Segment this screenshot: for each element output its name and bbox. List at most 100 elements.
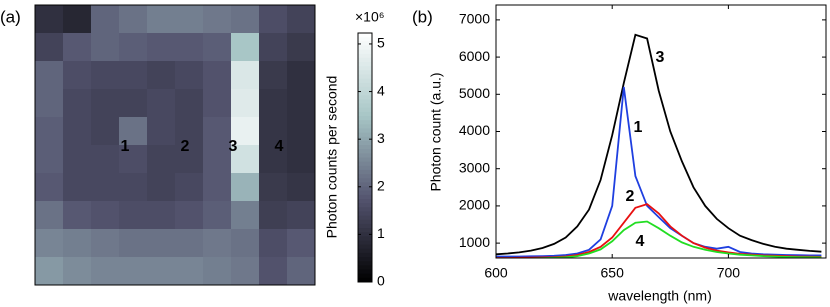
colorbar-segment [358, 140, 372, 146]
heat-cell [203, 257, 232, 286]
heat-cell [63, 61, 92, 90]
heat-cell [147, 229, 176, 258]
colorbar-segment [358, 116, 372, 121]
colorbar-segment [358, 91, 372, 96]
y-tick-label: 1000 [459, 234, 490, 250]
colorbar-segment [358, 194, 372, 200]
colorbar-segment [358, 207, 372, 212]
heat-cell [203, 117, 232, 146]
colorbar-segment [358, 70, 372, 75]
heat-cell [63, 201, 92, 230]
heat-cell [119, 145, 148, 174]
heat-cell [231, 173, 260, 202]
colorbar-tick-label: 3 [377, 130, 385, 146]
heat-cell [119, 229, 148, 258]
colorbar-segment [358, 257, 372, 262]
heat-cell [259, 229, 288, 258]
colorbar-segment [358, 236, 372, 241]
y-tick-label: 6000 [459, 48, 490, 64]
heat-cell [259, 5, 288, 34]
colorbar-segment [358, 103, 372, 109]
heat-cell [147, 173, 176, 202]
heat-cell [147, 257, 176, 286]
spectrum-line [496, 33, 822, 256]
heat-cell [119, 33, 148, 62]
heat-cell [63, 145, 92, 174]
heat-cell [175, 201, 204, 230]
heat-cell [203, 229, 232, 258]
colorbar-segment [358, 99, 372, 105]
heat-cell [231, 5, 260, 34]
point-label: 4 [275, 138, 284, 155]
heat-cell [259, 257, 288, 286]
heat-cell [259, 173, 288, 202]
heat-cell [175, 117, 204, 146]
colorbar-segment [358, 124, 372, 129]
colorbar-segment [358, 62, 372, 67]
heat-cell [35, 257, 64, 286]
heat-cell [259, 89, 288, 118]
heat-cell [119, 201, 148, 230]
heat-cell [35, 173, 64, 202]
colorbar-segment [358, 145, 372, 150]
point-label: 1 [121, 138, 130, 155]
heat-cell [63, 33, 92, 62]
colorbar-segment [358, 178, 372, 183]
y-tick-label: 7000 [459, 11, 490, 27]
heat-cell [147, 33, 176, 62]
heat-cell [175, 5, 204, 34]
colorbar-segment [358, 53, 372, 59]
colorbar-segment [358, 190, 372, 196]
heat-cell [175, 229, 204, 258]
heat-cell [287, 33, 316, 62]
colorbar-segment [358, 240, 372, 246]
heat-cell [91, 145, 120, 174]
x-tick-label: 600 [484, 265, 508, 281]
heat-cell [63, 117, 92, 146]
colorbar-segment [358, 215, 372, 221]
heat-cell [147, 5, 176, 34]
x-tick-label: 700 [717, 265, 741, 281]
spectrum-line [496, 86, 822, 258]
x-tick-label: 650 [601, 265, 625, 281]
heat-cell [287, 173, 316, 202]
heat-cell [175, 257, 204, 286]
colorbar-segment [358, 157, 372, 163]
series-label: 2 [626, 188, 635, 205]
heat-cell [231, 61, 260, 90]
heat-cell [63, 5, 92, 34]
colorbar-segment [358, 223, 372, 229]
series-label: 3 [656, 49, 665, 66]
colorbar-segment [358, 199, 372, 204]
heat-cell [287, 201, 316, 230]
colorbar-segment [358, 153, 372, 158]
heat-cell [259, 145, 288, 174]
y-tick-label: 5000 [459, 85, 490, 101]
colorbar-segment [358, 273, 372, 279]
heat-cell [147, 201, 176, 230]
colorbar-segment [358, 174, 372, 179]
heat-cell [259, 61, 288, 90]
heat-cell [175, 145, 204, 174]
heat-cell [119, 5, 148, 34]
heat-cell [119, 61, 148, 90]
heat-cell [175, 33, 204, 62]
colorbar-segment [358, 86, 372, 92]
heat-cell [35, 33, 64, 62]
colorbar-segment [358, 82, 372, 88]
colorbar-segment [358, 45, 372, 51]
colorbar-segment [358, 95, 372, 100]
heat-cell [91, 5, 120, 34]
y-tick-label: 3000 [459, 159, 490, 175]
heat-cell [35, 5, 64, 34]
colorbar-segment [358, 219, 372, 225]
heat-cell [119, 173, 148, 202]
heat-cell [91, 33, 120, 62]
heat-cell [287, 229, 316, 258]
heat-cell [91, 201, 120, 230]
heat-cell [287, 257, 316, 286]
colorbar-tick-label: 5 [377, 35, 385, 51]
heat-cell [91, 229, 120, 258]
heat-cell [203, 173, 232, 202]
